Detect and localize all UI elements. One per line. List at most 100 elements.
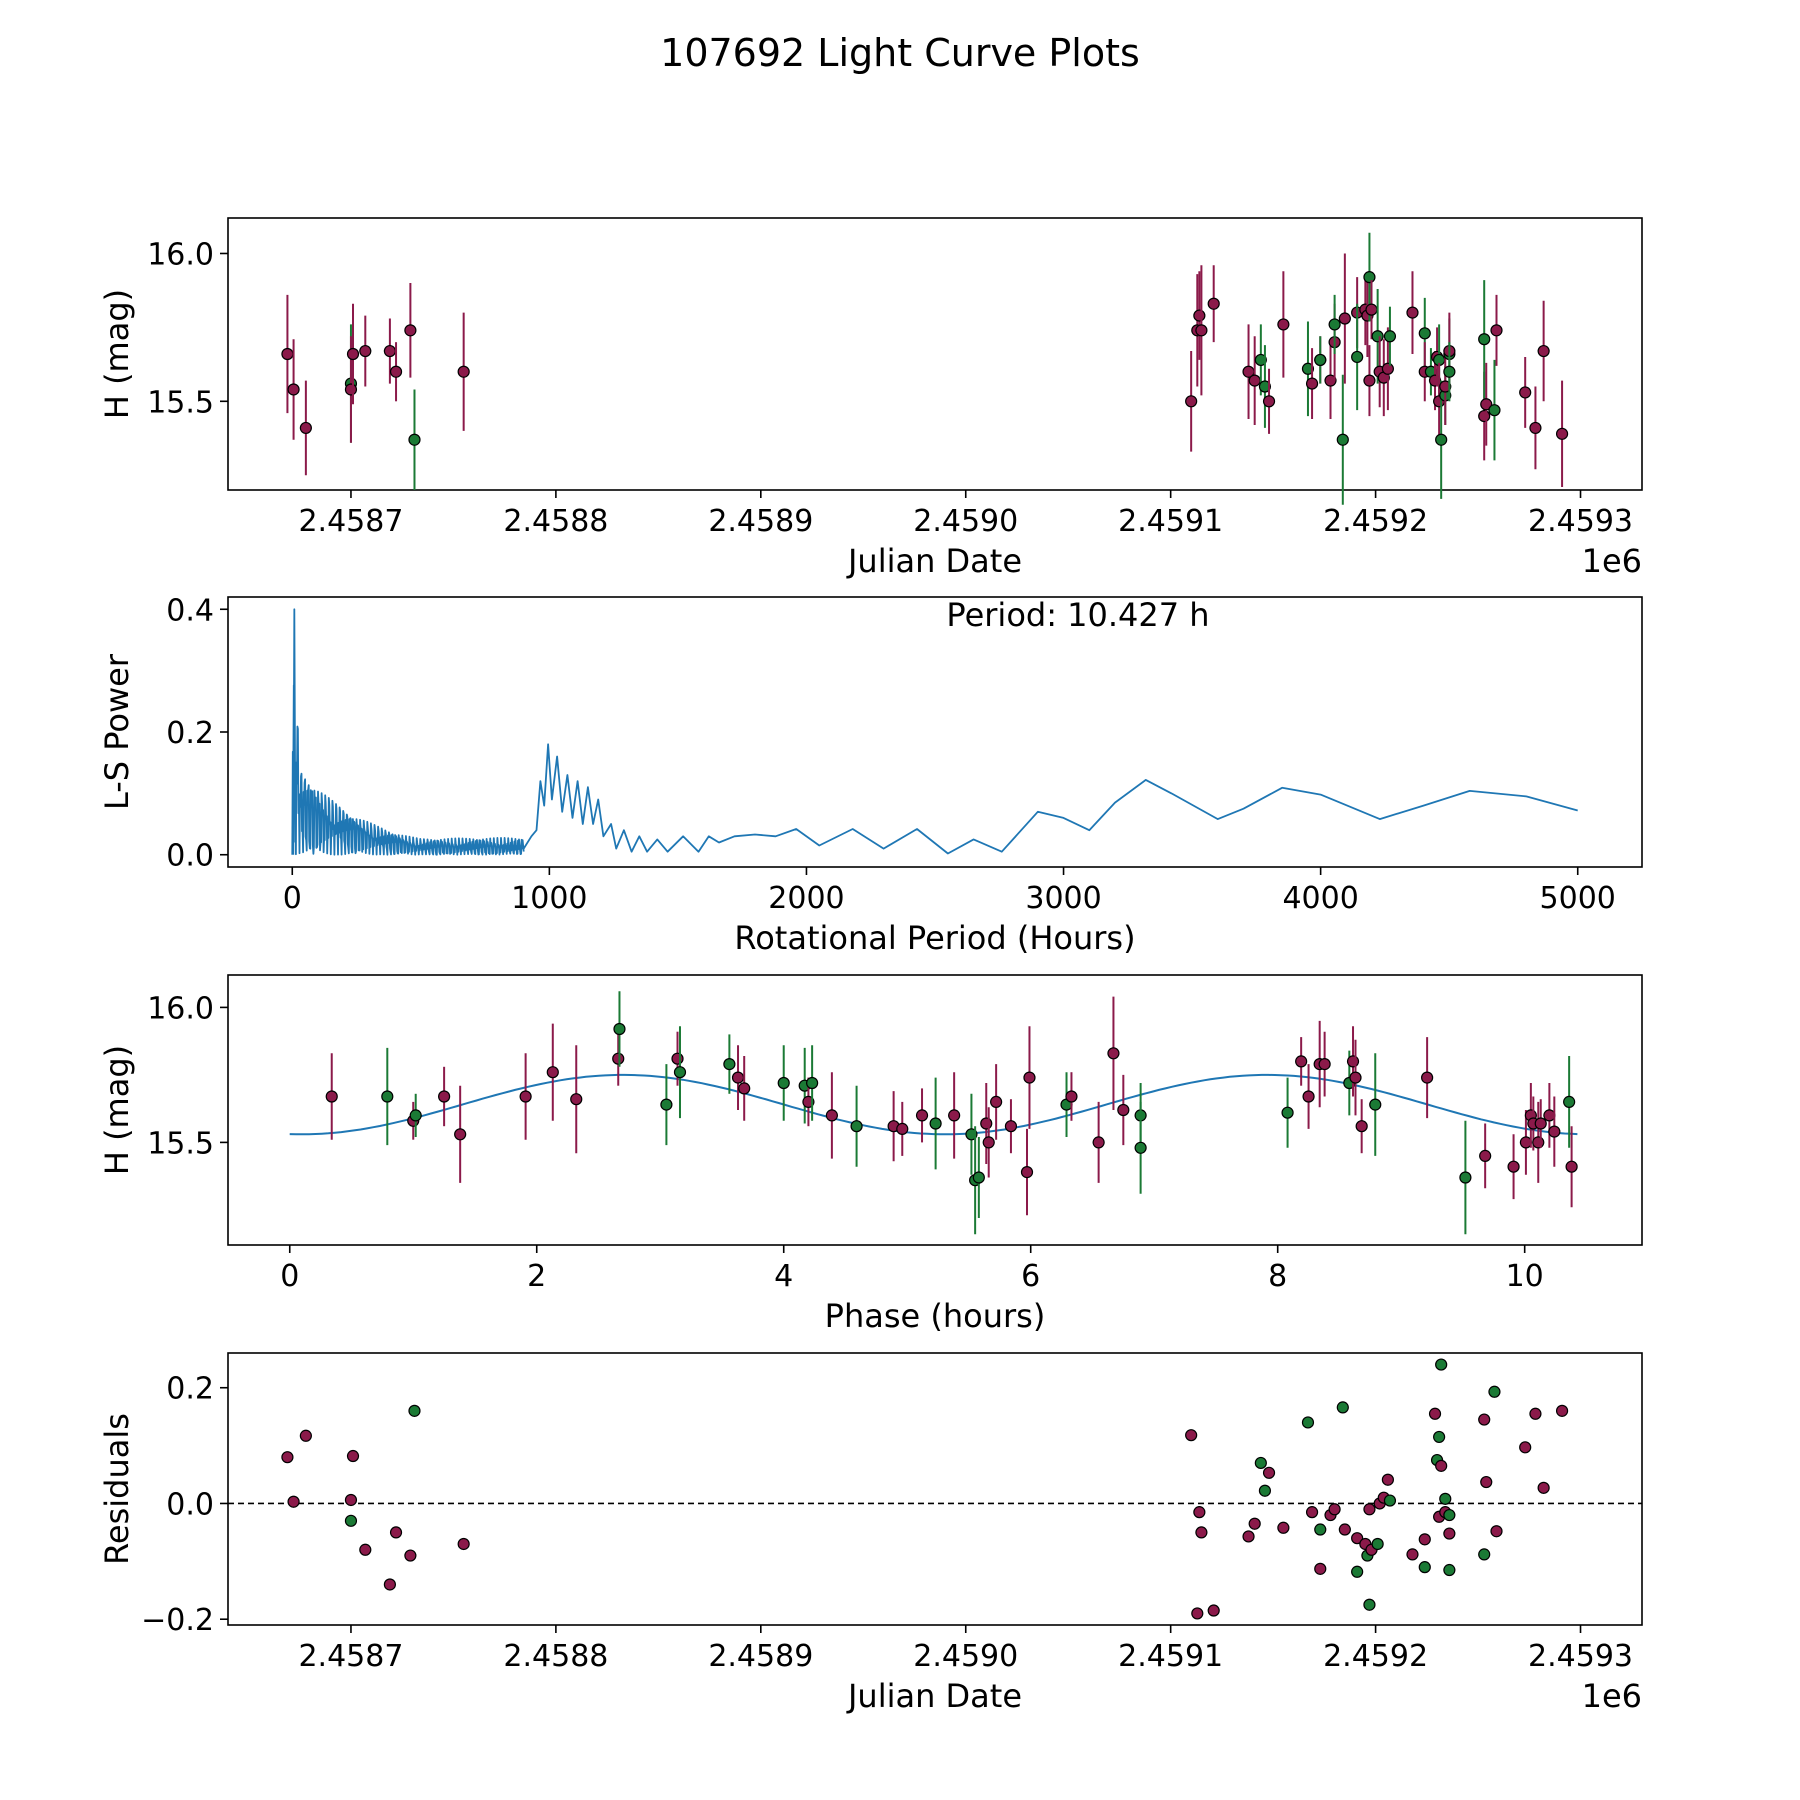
x-tick-label: 2.4593 — [1528, 504, 1633, 539]
data-point — [1490, 324, 1503, 337]
data-point — [546, 1066, 559, 1079]
light-curve-panel: 2.4587 2.4588 2.4589 2.4590 2.4591 2.4592 2.45… — [98, 217, 1643, 580]
y-tick-label: 15.5 — [147, 1126, 214, 1161]
x-tick-label: 2.4588 — [503, 504, 608, 539]
data-point — [1346, 1055, 1360, 1068]
x-tick-label: 0 — [280, 1259, 299, 1294]
data-point — [383, 344, 396, 358]
data-point — [1383, 330, 1397, 343]
data-point — [1195, 324, 1208, 337]
data-point — [1277, 1521, 1290, 1534]
data-point — [1191, 1607, 1204, 1620]
x-tick-label: 6 — [1021, 1259, 1040, 1294]
data-point — [1519, 1441, 1532, 1454]
data-point — [982, 1136, 995, 1149]
data-point — [1065, 1090, 1078, 1103]
data-point — [1443, 1527, 1456, 1540]
y-axis-label: L-S Power — [98, 653, 136, 810]
periodogram-line — [291, 608, 1578, 856]
data-point — [1443, 1563, 1456, 1577]
data-point — [1336, 1401, 1349, 1414]
data-point — [1254, 1456, 1267, 1470]
data-point — [454, 1128, 467, 1141]
x-tick-label: 2.4587 — [298, 1639, 403, 1674]
data-point — [1351, 350, 1364, 364]
x-tick-label: 8 — [1268, 1259, 1287, 1294]
data-point — [948, 1109, 961, 1122]
x-tick-label: 2.4589 — [708, 504, 813, 539]
data-point — [287, 383, 300, 396]
data-point — [1418, 1533, 1431, 1546]
data-point — [457, 1537, 470, 1551]
x-tick-label: 2.4590 — [913, 1639, 1018, 1674]
data-point — [671, 1052, 684, 1065]
data-point — [1478, 1548, 1491, 1561]
x-tick-label: 0 — [283, 881, 302, 916]
data-point — [1529, 1407, 1542, 1420]
data-point — [929, 1117, 942, 1130]
x-tick-label: 2.4592 — [1323, 1639, 1428, 1674]
data-point — [404, 324, 417, 337]
phased-curve-panel: 0 2 4 6 8 10 15.5 16.0 Phase (hours) H (mag) — [98, 974, 1643, 1335]
data-point — [1258, 1484, 1272, 1497]
data-point — [389, 1526, 403, 1539]
data-point — [1439, 1492, 1452, 1505]
data-point — [1107, 1047, 1120, 1060]
data-point — [1433, 1430, 1446, 1444]
data-point — [1478, 409, 1491, 423]
data-point — [613, 1022, 626, 1036]
data-point — [1383, 1494, 1397, 1507]
data-point — [850, 1120, 863, 1133]
data-point — [281, 347, 294, 361]
data-point — [1193, 309, 1206, 322]
axes-frame — [227, 596, 1643, 868]
axes-frame — [227, 217, 1643, 491]
axes-frame — [227, 974, 1643, 1246]
data-point — [1185, 395, 1198, 408]
data-point — [1314, 353, 1327, 367]
data-point — [1134, 1141, 1147, 1154]
x-tick-label: 2.4587 — [298, 504, 403, 539]
y-axis-label: Residuals — [98, 1413, 136, 1565]
data-point — [1207, 1604, 1220, 1617]
data-point — [1478, 1413, 1491, 1426]
data-point — [1351, 1532, 1364, 1545]
data-point — [1555, 427, 1569, 440]
x-tick-label: 2000 — [768, 881, 844, 916]
data-point — [1338, 312, 1351, 325]
data-point — [1381, 362, 1394, 375]
x-axis-label: Julian Date — [846, 1677, 1022, 1715]
data-point — [287, 1495, 300, 1508]
data-point — [1328, 1503, 1341, 1516]
data-point — [1529, 421, 1542, 435]
data-point — [1371, 330, 1384, 343]
x-tick-label: 4000 — [1282, 881, 1358, 916]
periodogram-panel: Period: 10.427 h 0 1000 2000 3000 4000 5000 0.… — [98, 593, 1643, 957]
data-point — [1258, 380, 1272, 393]
data-point — [1435, 1358, 1448, 1371]
data-point — [457, 365, 470, 378]
data-point — [1443, 365, 1456, 378]
data-point — [325, 1090, 338, 1103]
data-point — [1537, 1481, 1550, 1494]
data-point — [806, 1076, 819, 1090]
data-point — [1248, 1517, 1261, 1530]
data-point — [1443, 1508, 1456, 1522]
x-tick-label: 1000 — [511, 881, 587, 916]
data-point — [1555, 1404, 1569, 1417]
x-tick-label: 2.4591 — [1118, 504, 1223, 539]
data-point — [915, 1109, 929, 1122]
data-point — [1302, 1090, 1315, 1103]
data-point — [409, 1109, 422, 1122]
data-point — [1435, 433, 1448, 446]
data-point — [777, 1076, 790, 1090]
data-point — [1490, 1525, 1503, 1538]
data-point — [1478, 333, 1491, 346]
data-point — [1548, 1125, 1561, 1138]
y-tick-label: 0.0 — [166, 1487, 214, 1522]
data-point — [723, 1057, 736, 1071]
x-tick-label: 3000 — [1025, 881, 1101, 916]
x-tick-label: 2.4589 — [708, 1639, 813, 1674]
data-point — [673, 1066, 687, 1079]
